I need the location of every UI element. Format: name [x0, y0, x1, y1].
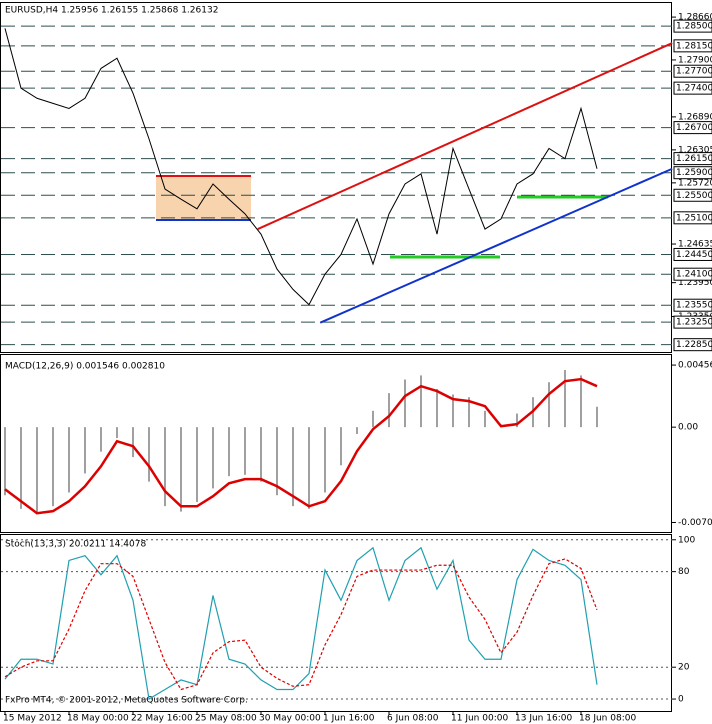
macd-title: MACD(12,26,9) 0.001546 0.002810	[5, 362, 165, 372]
level-box	[673, 152, 712, 166]
level-label: 1.25500	[676, 191, 712, 201]
level-box	[673, 267, 712, 281]
x-tick-label: 1 Jun 16:00	[323, 714, 375, 724]
level-box	[673, 211, 712, 225]
y-tick-label: 1.25720	[678, 178, 712, 188]
level-box	[673, 247, 712, 261]
y-tick-label: 1.23950	[678, 278, 712, 288]
level-box	[673, 121, 712, 135]
y-tick-label: 0	[678, 695, 684, 705]
y-tick-label: 1.27900	[678, 55, 712, 65]
level-box	[673, 64, 712, 78]
price-title: EURUSD,H4 1.25956 1.26155 1.25868 1.2613…	[5, 6, 218, 16]
y-tick-label: 1.28660	[678, 13, 712, 23]
y-tick-label: 0.00	[678, 423, 698, 433]
level-box	[673, 315, 712, 329]
x-tick-label: 18 Jun 08:00	[579, 714, 636, 724]
level-label: 1.28150	[676, 41, 712, 51]
level-label: 1.24100	[676, 270, 712, 280]
level-label: 1.26150	[676, 154, 712, 164]
footer: FxPro MT4, © 2001-2012, MetaQuotes Softw…	[5, 696, 248, 706]
stoch-title: Stoch(13,3,3) 20.0211 14.4078	[5, 540, 146, 550]
x-tick-label: 30 May 00:00	[259, 714, 321, 724]
macd-pane	[0, 354, 672, 533]
x-tick-label: 11 Jun 00:00	[451, 714, 508, 724]
trendline	[257, 42, 673, 231]
y-tick-label: 100	[678, 535, 695, 545]
stoch-pane	[0, 534, 672, 712]
signal-line	[4, 377, 598, 515]
level-label: 1.26700	[676, 123, 712, 133]
level-label: 1.22850	[676, 340, 712, 350]
x-tick-label: 25 May 08:00	[195, 714, 257, 724]
level-label: 1.23550	[676, 301, 712, 311]
y-tick-label: 1.26305	[678, 145, 712, 155]
y-tick-label: 1.26890	[678, 112, 712, 122]
series-line	[4, 546, 598, 701]
level-box	[673, 298, 712, 312]
y-tick-label: 80	[678, 567, 690, 577]
price-line	[4, 28, 598, 306]
y-tick-label: 0.00456	[678, 361, 712, 371]
x-tick-label: 15 May 2012	[3, 714, 62, 724]
level-box	[673, 188, 712, 202]
level-box	[673, 338, 712, 352]
level-label: 1.28500	[676, 22, 712, 32]
x-tick-label: 18 May 00:00	[67, 714, 129, 724]
level-label: 1.27700	[676, 67, 712, 77]
level-label: 1.27400	[676, 84, 712, 94]
level-label: 1.23250	[676, 318, 712, 328]
y-tick-label: 1.24635	[678, 240, 712, 250]
y-tick-label: -0.00700	[678, 518, 712, 528]
x-tick-label: 13 Jun 16:00	[515, 714, 572, 724]
x-tick-label: 6 Jun 08:00	[387, 714, 439, 724]
level-label: 1.25100	[676, 213, 712, 223]
x-tick-label: 22 May 16:00	[131, 714, 193, 724]
trendline	[319, 167, 673, 324]
level-label: 1.24450	[676, 250, 712, 260]
level-box	[673, 166, 712, 180]
level-box	[673, 19, 712, 33]
level-box	[673, 39, 712, 53]
level-label: 1.25900	[676, 168, 712, 178]
y-tick-label: 20	[678, 663, 690, 673]
level-box	[673, 81, 712, 95]
price-pane	[0, 2, 672, 353]
